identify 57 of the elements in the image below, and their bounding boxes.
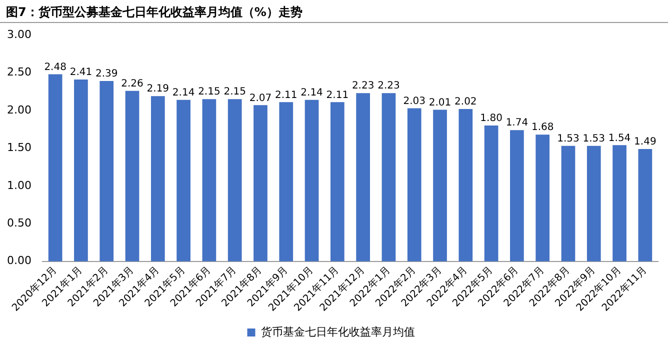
y-tick-label: 1.50 [6, 141, 32, 154]
text: 2.01 [428, 97, 452, 108]
text: 2.19 [146, 84, 170, 95]
text: 2.41 [70, 67, 92, 78]
bar [561, 146, 576, 262]
text: 2.02 [454, 96, 477, 108]
text: 2.11 [275, 90, 298, 101]
bar [304, 100, 319, 262]
bar [74, 80, 88, 262]
text: 2.03 [403, 96, 426, 107]
bar [638, 148, 652, 262]
chart-title: 图7：货币型公募基金七日年化收益率月均值（%）走势 [0, 0, 668, 23]
text: 2.11 [326, 90, 349, 101]
text: 2.15 [198, 86, 220, 98]
y-tick-label: 1.00 [6, 178, 32, 192]
text: 2.39 [95, 68, 118, 80]
bar [100, 81, 114, 262]
bar [484, 126, 498, 262]
bar [510, 130, 524, 262]
bar [279, 102, 294, 262]
bar [356, 93, 370, 262]
bar [48, 74, 62, 262]
bar [150, 96, 165, 262]
legend-label: 货币基金七日年化收益率月均值 [260, 325, 415, 338]
text: 2.14 [300, 87, 323, 98]
text: 1.49 [634, 136, 656, 148]
text: 1.53 [582, 134, 606, 145]
text: 2.07 [249, 92, 272, 104]
bar [125, 90, 140, 262]
text: 1.54 [608, 132, 631, 144]
text: 2.26 [121, 78, 144, 90]
bar [176, 100, 190, 262]
bar [536, 134, 550, 262]
bar [586, 146, 601, 262]
y-tick-label: 0.00 [6, 254, 32, 268]
text: 2.23 [378, 80, 400, 92]
text: 1.74 [506, 118, 528, 129]
y-tick-label: 2.50 [6, 66, 32, 79]
bar [330, 102, 344, 262]
y-tick-label: 2.00 [6, 103, 32, 116]
text: 2.15 [224, 86, 246, 98]
text: 2.14 [172, 87, 195, 98]
text: 1.53 [557, 134, 580, 145]
text: 2.48 [44, 62, 66, 73]
bar [202, 99, 216, 262]
text: 1.80 [480, 113, 502, 124]
bar [407, 108, 422, 262]
y-tick-label: 3.00 [6, 28, 32, 41]
text: 1.68 [531, 122, 554, 134]
bar [458, 108, 473, 262]
bar [433, 110, 447, 262]
bar [228, 99, 242, 262]
bar [254, 105, 268, 262]
text: 2.23 [352, 80, 374, 92]
y-tick-label: 0.50 [6, 216, 32, 230]
bar [612, 145, 626, 262]
bar [382, 93, 396, 262]
